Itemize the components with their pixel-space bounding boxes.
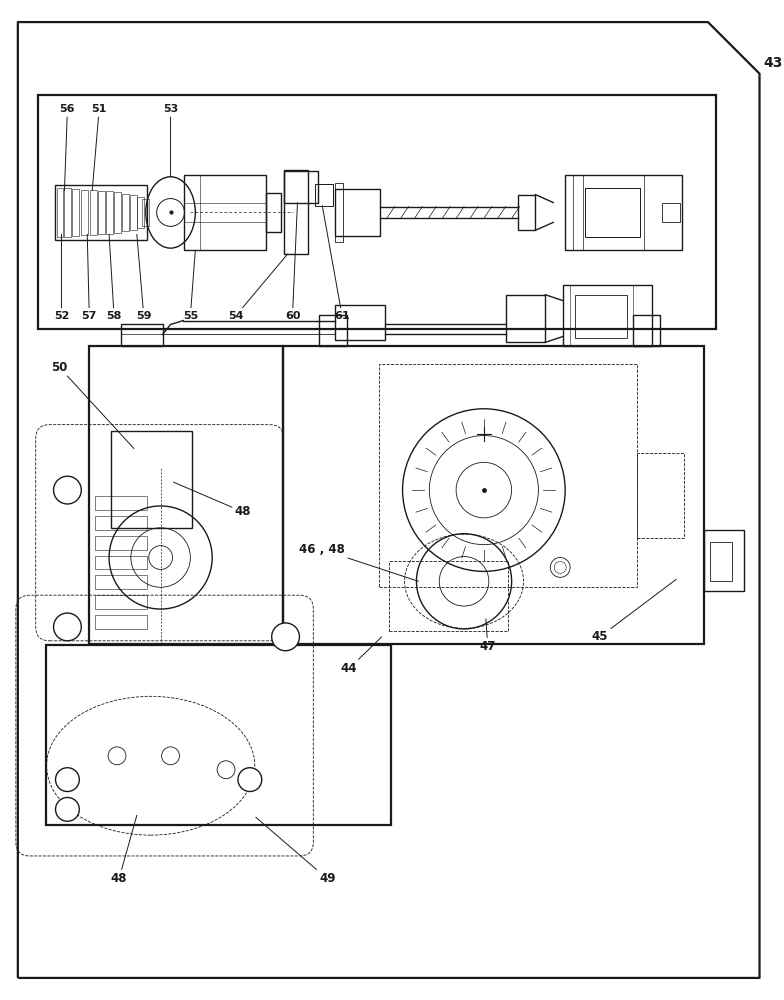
Text: 50: 50: [52, 361, 68, 374]
Bar: [585, 188, 640, 237]
Bar: [55, 185, 147, 240]
Bar: [98, 191, 105, 234]
Circle shape: [53, 613, 82, 641]
Text: 47: 47: [480, 619, 496, 653]
Bar: [114, 192, 121, 233]
Bar: [122, 194, 129, 231]
Circle shape: [56, 768, 79, 792]
Bar: [89, 346, 282, 644]
Text: 52: 52: [54, 234, 69, 321]
Bar: [95, 536, 147, 550]
Text: 55: 55: [183, 250, 198, 321]
Bar: [335, 305, 385, 340]
Bar: [95, 516, 147, 530]
Bar: [95, 595, 147, 609]
Text: 46 , 48: 46 , 48: [299, 543, 419, 581]
Circle shape: [272, 623, 299, 651]
Bar: [184, 175, 266, 250]
Bar: [64, 188, 71, 237]
Bar: [662, 203, 681, 222]
Text: 49: 49: [256, 817, 336, 885]
Text: 53: 53: [163, 104, 178, 177]
Bar: [111, 431, 192, 528]
Bar: [72, 189, 79, 236]
Text: 58: 58: [107, 234, 122, 321]
Bar: [575, 295, 626, 338]
Text: 48: 48: [111, 815, 137, 885]
Text: 56: 56: [60, 104, 75, 191]
Bar: [563, 285, 652, 346]
Bar: [130, 195, 137, 230]
Circle shape: [238, 768, 262, 792]
Bar: [121, 324, 162, 346]
Bar: [106, 191, 113, 234]
Text: 60: 60: [285, 203, 300, 321]
Bar: [82, 190, 89, 235]
Bar: [142, 199, 149, 226]
Bar: [710, 542, 731, 581]
Bar: [95, 615, 147, 629]
Bar: [90, 190, 97, 235]
Text: 44: 44: [341, 637, 382, 675]
Bar: [633, 315, 660, 346]
Bar: [335, 189, 379, 236]
Bar: [704, 530, 744, 591]
Text: 54: 54: [228, 254, 288, 321]
Bar: [95, 496, 147, 510]
Circle shape: [56, 797, 79, 821]
Bar: [137, 197, 143, 228]
Bar: [38, 95, 716, 329]
Text: 59: 59: [136, 234, 151, 321]
Bar: [517, 195, 535, 230]
Bar: [56, 188, 64, 237]
Bar: [637, 453, 684, 538]
Bar: [45, 645, 390, 825]
Bar: [389, 561, 508, 631]
Bar: [315, 184, 333, 206]
Bar: [95, 575, 147, 589]
Bar: [282, 346, 704, 644]
Bar: [565, 175, 682, 250]
Bar: [266, 193, 281, 232]
Bar: [284, 171, 318, 203]
Circle shape: [53, 476, 82, 504]
Bar: [284, 170, 308, 254]
Text: 57: 57: [82, 234, 97, 321]
Text: 43: 43: [764, 56, 783, 70]
Text: 61: 61: [322, 206, 350, 321]
Text: 48: 48: [173, 482, 251, 518]
Text: 51: 51: [92, 104, 107, 191]
Bar: [319, 315, 347, 346]
Bar: [506, 295, 546, 342]
Bar: [379, 364, 637, 587]
Bar: [335, 183, 343, 242]
Text: 45: 45: [592, 579, 677, 643]
Bar: [95, 556, 147, 569]
